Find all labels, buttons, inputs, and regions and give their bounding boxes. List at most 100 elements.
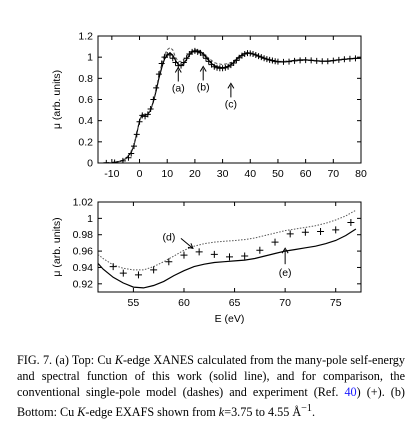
experiment-point	[274, 58, 281, 65]
experiment-point	[165, 258, 173, 266]
experiment-point	[200, 52, 207, 59]
caption-k-italic-2: K	[77, 404, 86, 419]
single-pole-line	[103, 46, 361, 163]
x-tick-label: 0	[137, 168, 143, 180]
annotation-label: (c)	[225, 98, 237, 110]
figure: -10 0 10 20 30 40 50 60 70 80 0 0.2 0.4 0.6 0.8 1 1.2 μ (…	[51, 31, 367, 326]
arrow-head	[199, 65, 207, 72]
experiment-point	[136, 118, 143, 125]
experiment-point	[301, 228, 309, 236]
y-tick-label: 1	[87, 213, 93, 225]
experiment-point	[202, 55, 209, 62]
experiment-point	[252, 52, 259, 59]
experiment-point	[147, 106, 154, 113]
experiment-point	[352, 55, 359, 62]
caption-text-4: -edge EXAFS shown from	[85, 404, 219, 419]
y-tick-label: 1	[87, 52, 93, 64]
experiment-point	[250, 50, 257, 57]
experiment-point	[134, 271, 142, 279]
experiment-point	[233, 57, 240, 64]
experiment-point	[119, 157, 126, 163]
y-tick-label: 0.6	[78, 94, 93, 106]
x-tick-label: 10	[161, 168, 173, 180]
experiment-point	[313, 57, 320, 64]
experiment-point	[180, 59, 187, 66]
annotation-label: (a)	[172, 83, 185, 95]
experiment-point	[330, 57, 337, 64]
experiment-point	[119, 269, 127, 277]
caption-text-5: =3.75 to 4.55 Å	[224, 404, 302, 419]
experiment-point	[297, 57, 304, 64]
x-tick-label: 65	[229, 297, 241, 309]
experiment-point	[158, 60, 165, 67]
y-tick-label: 0.96	[73, 246, 94, 258]
experiment-point	[219, 65, 226, 72]
experiment-point	[317, 227, 325, 235]
annotation-b: (b)	[197, 65, 210, 93]
experiment-point	[169, 55, 176, 62]
figure-caption: FIG. 7. (a) Top: Cu K-edge XANES calcula…	[17, 352, 405, 420]
experiment-point	[128, 150, 135, 157]
arrow-head	[174, 66, 182, 73]
x-tick-label: 80	[355, 168, 367, 180]
experiment-point	[144, 111, 151, 118]
annotation-c: (c)	[225, 82, 237, 110]
experiment-point	[205, 58, 212, 65]
experiment-point	[109, 263, 117, 271]
experiment-point	[256, 246, 264, 254]
y-tick-label: 1.2	[78, 31, 93, 43]
annotation-e: (e)	[279, 247, 292, 279]
experiment-point	[166, 52, 173, 59]
experiment-point	[319, 58, 326, 65]
experiment-point	[291, 57, 298, 64]
experiment-point	[183, 55, 190, 62]
experiment-point	[150, 266, 158, 274]
experiment-point	[189, 48, 196, 55]
x-tick-label: 70	[327, 168, 339, 180]
single-pole-line	[98, 209, 357, 271]
x-tick-label: 30	[217, 168, 229, 180]
experiment-point	[280, 58, 287, 65]
x-tick-label: 60	[178, 297, 190, 309]
caption-text-2: -edge XANES calculated from the many-pol…	[17, 353, 405, 400]
experiment-point	[241, 252, 249, 260]
experiment-point	[155, 71, 162, 78]
experiment-point	[255, 53, 262, 60]
experiment-point	[286, 58, 293, 65]
top-panel: -10 0 10 20 30 40 50 60 70 80 0 0.2 0.4 0.6 0.8 1 1.2 μ (…	[51, 31, 367, 181]
y-tick-label: 0.4	[78, 115, 93, 127]
experiment-point	[286, 230, 294, 238]
bottom-panel: 55 60 65 70 75 0.92 0.94 0.96 0.98 1 1.02 μ (arb. u…	[51, 197, 362, 325]
experiment-point	[194, 48, 201, 55]
experiment-point	[222, 64, 229, 71]
experiment-point	[308, 57, 315, 64]
many-pole-line	[98, 228, 357, 289]
y-axis-label: μ (arb. units)	[51, 70, 63, 129]
x-tick-label: 55	[128, 297, 140, 309]
x-tick-label: 75	[330, 297, 342, 309]
experiment-point	[150, 96, 157, 103]
caption-superscript: −1	[301, 402, 312, 414]
experiment-point	[195, 248, 203, 256]
caption-k-italic-1: K	[114, 353, 123, 367]
experiment-point	[178, 62, 185, 69]
experiment-point	[133, 131, 140, 138]
experiment-point	[324, 58, 331, 65]
experiment-point	[261, 55, 268, 62]
experiment-point	[266, 56, 273, 63]
experiment-point	[302, 57, 309, 64]
caption-reference-link[interactable]: 40	[344, 385, 357, 400]
y-tick-label: 0.2	[78, 136, 93, 148]
y-tick-label: 1.02	[73, 197, 94, 209]
caption-text-1: FIG. 7. (a) Top: Cu	[17, 353, 115, 367]
x-tick-label: 50	[272, 168, 284, 180]
arrow-head	[187, 243, 194, 250]
x-tick-label: 20	[189, 168, 201, 180]
x-axis-label: E (eV)	[215, 313, 245, 325]
experiment-point	[258, 54, 265, 61]
y-axis-label: μ (arb. units)	[51, 217, 63, 276]
experiment-point	[332, 226, 340, 234]
experiment-point	[271, 238, 279, 246]
experiment-point	[130, 143, 137, 150]
experiment-point	[341, 56, 348, 63]
